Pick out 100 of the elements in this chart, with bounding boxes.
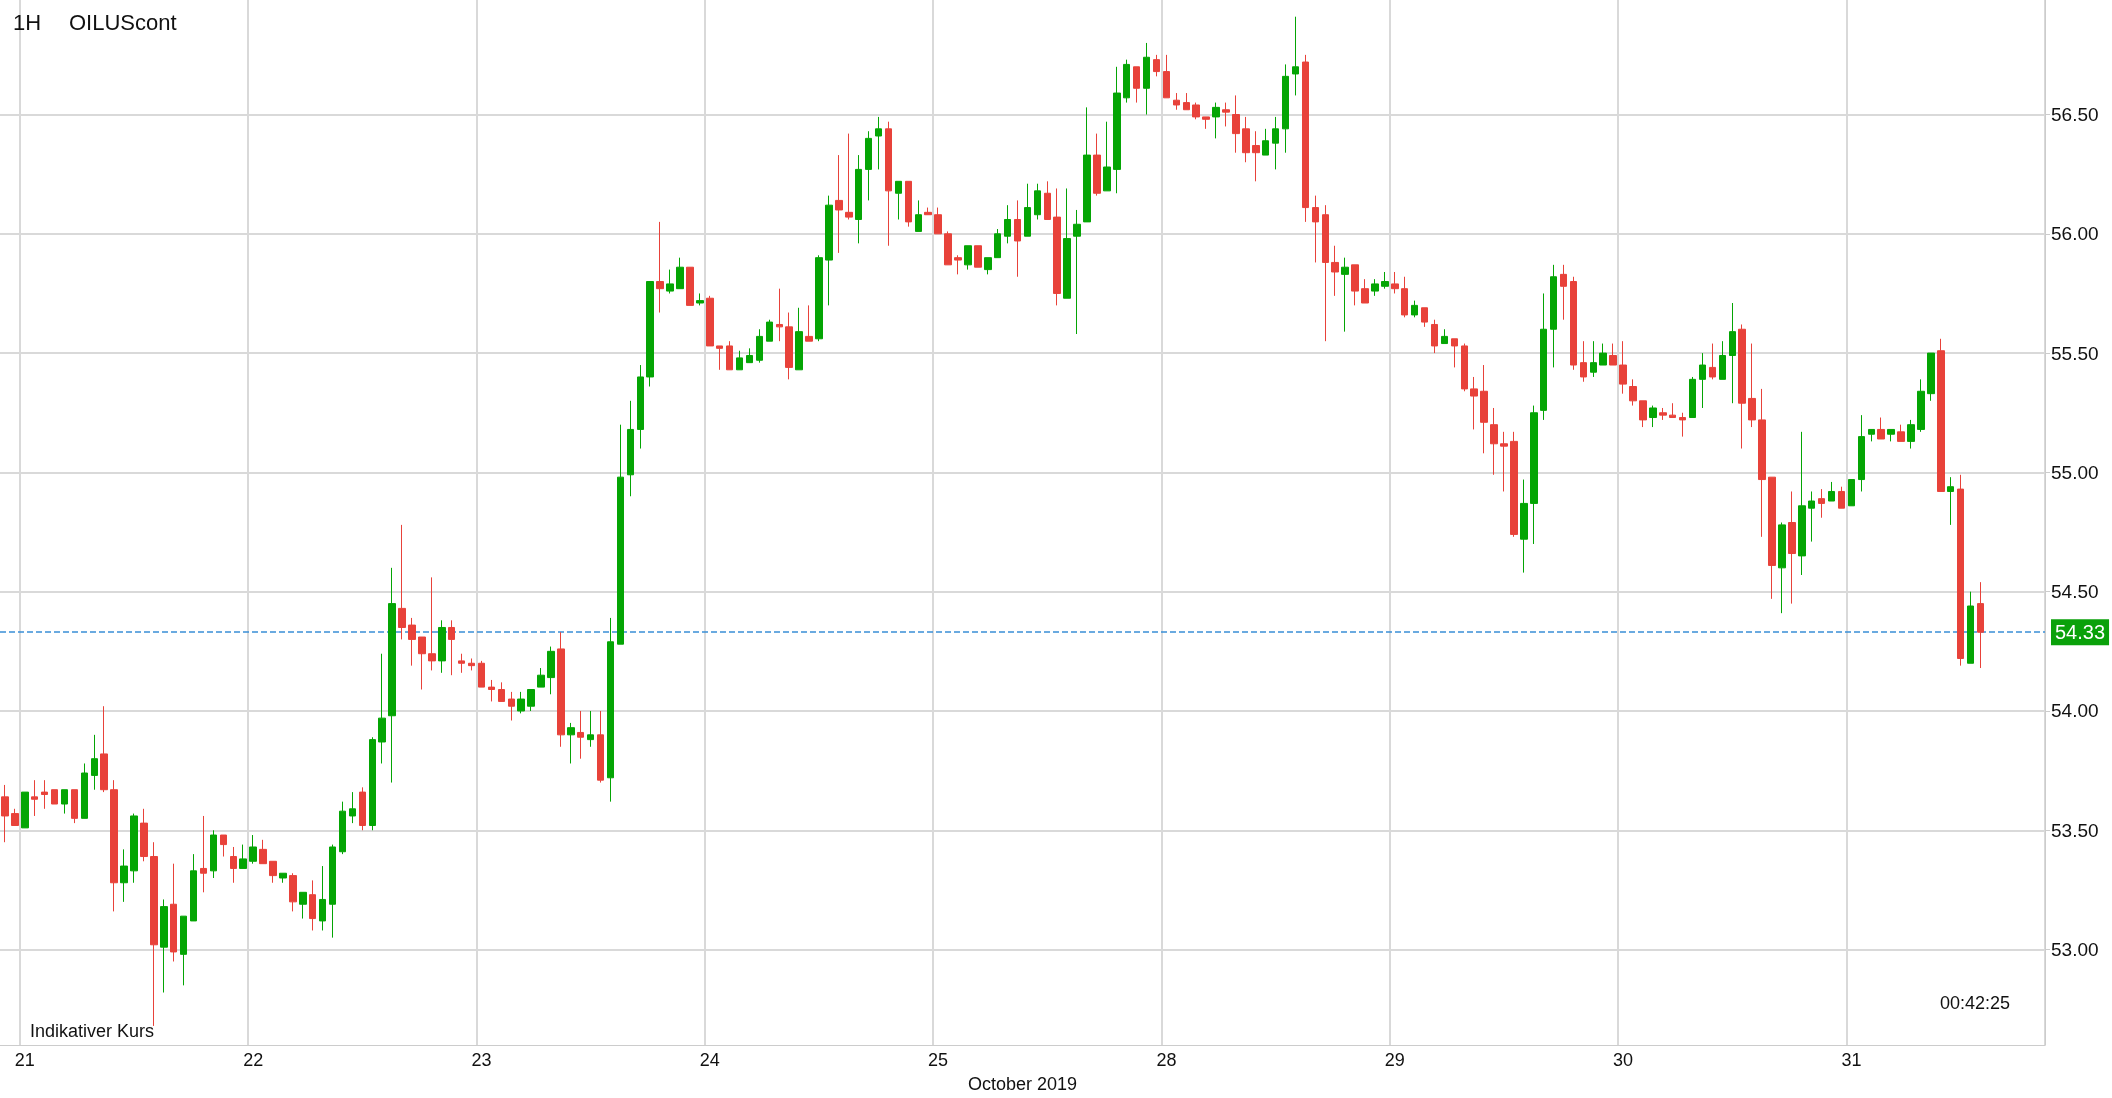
y-tick-label: 56.50 [2051,104,2099,126]
candlestick [339,801,346,855]
candlestick [120,848,128,903]
candlestick [1689,376,1696,419]
candlestick [508,691,515,722]
candlestick [656,221,664,314]
candlestick [1063,187,1071,299]
candlestick [408,617,416,667]
candlestick [1629,378,1637,407]
candlestick [1222,102,1230,127]
candlestick [299,891,307,920]
candlestick [1431,319,1438,354]
candlestick [1480,364,1488,454]
y-tick-label: 55.00 [2051,461,2099,483]
candlestick [795,307,803,371]
candlestick [1173,92,1180,111]
candlestick [676,257,684,290]
candlestick [160,898,168,994]
candlestick [756,328,763,364]
candlestick [855,154,862,244]
candlestick [31,779,38,817]
candlestick [170,863,177,962]
candlestick [1044,180,1051,220]
candlestick [1212,102,1220,139]
candlestick [666,269,674,294]
candlestick [1530,405,1538,545]
candlestick [498,681,505,702]
candlestick [1510,431,1518,538]
candlestick [1053,187,1061,306]
candlestick [716,345,723,371]
candlestick [1361,278,1369,304]
candlestick [1967,591,1974,664]
candlestick [438,619,446,674]
candlestick [61,789,68,815]
candlestick [418,636,426,691]
candlestick [1381,271,1389,290]
candlestick [210,829,217,879]
candlestick [1401,276,1408,318]
candlestick [1659,407,1667,421]
annotation: Indikativer Kurs [30,1021,155,1041]
candlestick [1927,352,1935,402]
candlestick [1540,292,1547,421]
x-tick-label: 30 [1613,1050,1634,1070]
candlestick [329,844,336,939]
candlestick [11,808,19,826]
candlestick [547,646,555,695]
candlestick [1907,419,1915,450]
candlestick [478,660,485,688]
candlestick [1123,59,1130,104]
candlestick [230,846,237,884]
candlestick [1818,488,1825,519]
candlestick [1609,343,1617,366]
candlestick [905,180,912,228]
candlestick [1232,94,1240,154]
y-tick-label: 56.00 [2051,223,2099,245]
candlestick [239,844,247,869]
candlestick [994,228,1001,259]
candlestick [517,691,525,714]
candlestick [1709,343,1716,380]
candlestick [1153,54,1160,77]
x-tick-label: 29 [1384,1050,1405,1070]
candlestick [1619,340,1627,395]
candlestick [1808,490,1815,543]
candlestick [1897,424,1905,442]
candlestick [974,245,982,268]
candlestick [835,154,843,254]
candlestick [1441,328,1448,345]
candlestick [140,808,148,862]
candlestick [378,653,386,764]
candlestick [1758,388,1766,538]
candlestick [220,834,227,858]
candlestick [1312,195,1319,263]
candlestick [1719,340,1726,380]
candlestick [1351,264,1359,306]
candlestick [954,254,962,275]
candlestick [1073,209,1081,335]
candlestick [388,567,396,784]
candlestick [1282,63,1289,154]
candlestick [349,791,356,824]
candlestick [21,791,29,829]
candlestick [1917,378,1925,433]
candlestick [398,524,406,640]
candlestick [1798,431,1806,576]
y-tick-label: 54.00 [2051,700,2099,722]
candlestick [726,340,733,371]
candlestick [924,207,932,216]
candlestick [1183,92,1190,111]
candlestick [1858,414,1865,492]
candlestick [646,281,654,388]
candlestick [686,266,694,306]
candlestick [428,576,436,671]
candlestick [1103,121,1111,192]
candlestick [557,631,565,748]
candlestick [1371,278,1379,297]
candlestick [1937,338,1945,492]
candlestick [1411,300,1418,318]
candlestick [815,254,823,342]
candlestick [587,710,594,748]
candlestick [805,304,813,342]
candlestick [1252,130,1260,182]
